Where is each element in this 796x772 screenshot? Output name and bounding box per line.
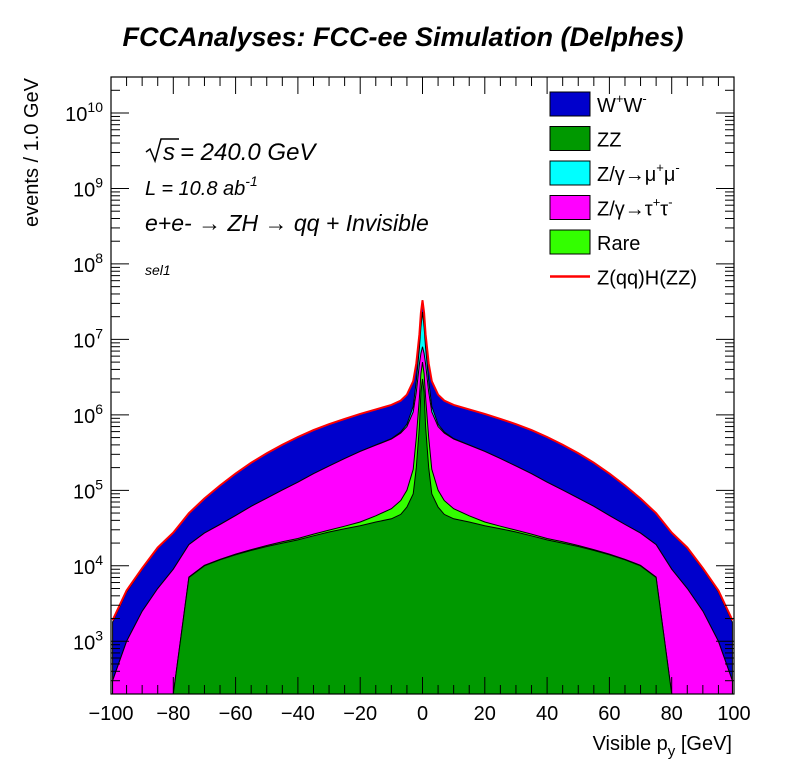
y-axis-label: events / 1.0 GeV	[21, 77, 43, 227]
legend-label: ZZ	[597, 130, 621, 152]
x-axis-label: Visible py [GeV]	[593, 733, 732, 760]
sqrt-s-annotation: s = 240.0 GeV	[145, 138, 317, 166]
legend-swatch	[549, 126, 591, 151]
legend-label: Z(qq)H(ZZ)	[597, 268, 697, 290]
x-tick-label: 40	[536, 703, 558, 725]
legend: W+W- ZZ Z/γ→μ+μ- Z/γ→τ+τ- Rare Z(qq)H(ZZ)	[549, 91, 697, 290]
x-tick-label: 80	[661, 703, 683, 725]
axes: −100 −80 −60 −40 −20 0 20 40 60 80 100 103 104 105 106…	[21, 76, 751, 760]
sqrt-icon	[145, 138, 179, 164]
sqrt-s-value: = 240.0 GeV	[180, 139, 317, 166]
signal-line-zqq-hzz	[111, 300, 734, 621]
x-tick-label: 60	[598, 703, 620, 725]
y-tick-label: 106	[73, 401, 103, 428]
legend-entry: Rare	[549, 229, 640, 255]
x-tick-label: −60	[219, 703, 253, 725]
legend-swatch	[549, 229, 591, 255]
y-tick-label: 108	[73, 250, 103, 277]
x-tick-label: −80	[156, 703, 190, 725]
legend-entry: ZZ	[549, 126, 621, 152]
legend-swatch	[549, 195, 591, 220]
signal-line-layer	[111, 300, 734, 621]
selection-annotation: sel1	[145, 262, 171, 278]
area-zz	[112, 378, 733, 695]
y-tick-label: 107	[73, 325, 103, 352]
x-tick-label: 100	[717, 703, 750, 725]
process-annotation: e+e- → ZH → qq + Invisible	[145, 210, 429, 236]
legend-swatch	[549, 91, 591, 117]
stack-layer	[112, 300, 733, 695]
legend-label: W+W-	[597, 91, 647, 117]
x-tick-label: −20	[343, 703, 377, 725]
x-tick-label: 0	[417, 703, 428, 725]
legend-label: Z/γ→τ+τ-	[597, 195, 673, 221]
legend-entry: Z(qq)H(ZZ)	[550, 268, 697, 290]
y-tick-label: 103	[73, 627, 103, 654]
chart-title: FCCAnalyses: FCC-ee Simulation (Delphes)	[122, 22, 683, 52]
legend-label: Z/γ→μ+μ-	[597, 160, 680, 186]
legend-entry: W+W-	[549, 91, 647, 117]
x-tick-label: −100	[88, 703, 133, 725]
x-tick-label: 20	[474, 703, 496, 725]
y-tick-label: 109	[73, 174, 103, 201]
y-tick-label: 104	[73, 552, 103, 579]
sqrt-s-symbol: s	[163, 139, 175, 166]
y-tick-label: 1010	[65, 99, 103, 126]
luminosity-annotation: L = 10.8 ab-1	[145, 173, 258, 200]
annotations: s = 240.0 GeV L = 10.8 ab-1 e+e- → ZH → qq…	[145, 138, 429, 278]
legend-entry: Z/γ→μ+μ-	[549, 160, 680, 186]
legend-entry: Z/γ→τ+τ-	[549, 195, 673, 221]
legend-swatch	[549, 160, 591, 186]
y-tick-label: 105	[73, 476, 103, 503]
x-tick-label: −40	[281, 703, 315, 725]
legend-label: Rare	[597, 233, 640, 255]
